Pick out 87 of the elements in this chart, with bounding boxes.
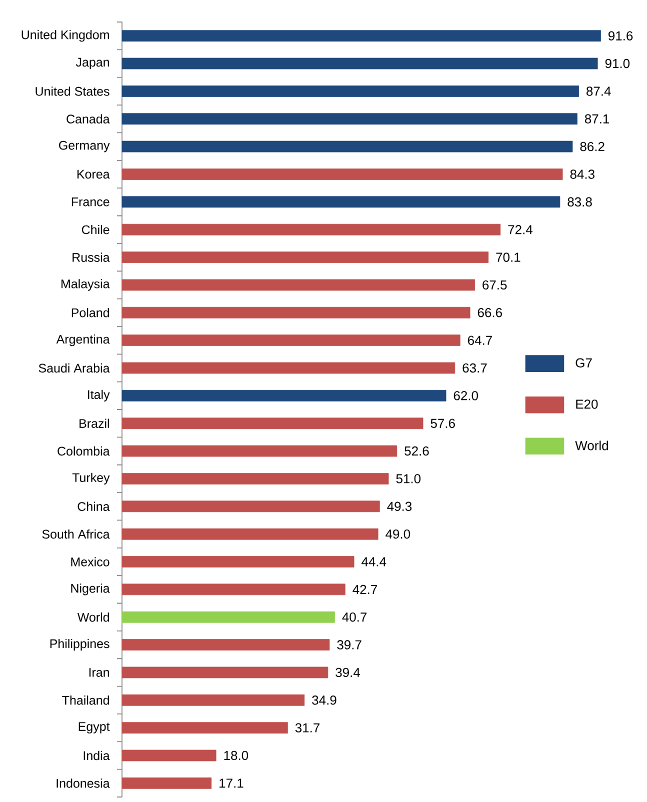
data-label: 40.7 — [342, 612, 367, 622]
data-label: 49.3 — [387, 502, 412, 511]
y-tick-label: Argentina — [56, 334, 110, 346]
data-label: 18.0 — [224, 750, 248, 760]
data-label: 51.0 — [396, 474, 421, 484]
y-tick-label: Poland — [72, 308, 109, 318]
bar — [122, 390, 446, 402]
data-label: 17.1 — [220, 778, 244, 788]
data-label: 39.7 — [337, 640, 362, 650]
bar — [122, 722, 288, 734]
bar — [122, 418, 424, 430]
y-tick-label: Egypt — [78, 722, 110, 734]
legend-label: E20 — [576, 400, 598, 409]
data-label: 62.0 — [454, 391, 478, 400]
y-tick-label: Malaysia — [62, 279, 110, 291]
y-tick-label: France — [72, 198, 110, 206]
bar — [122, 334, 460, 346]
bar — [122, 196, 560, 208]
y-tick-label: World — [77, 612, 109, 622]
bar — [122, 113, 578, 125]
y-tick-label: United Kingdom — [22, 30, 109, 42]
y-tick-label: United States — [36, 86, 110, 96]
bar — [122, 30, 601, 42]
data-label: 52.6 — [404, 446, 429, 456]
data-label: 63.7 — [462, 363, 487, 373]
data-label: 91.6 — [608, 31, 633, 40]
bar — [122, 473, 389, 484]
y-tick-label: Brazil — [80, 418, 109, 428]
data-label: 64.7 — [468, 336, 492, 345]
y-tick-label: Mexico — [71, 557, 110, 566]
data-label: 86.2 — [580, 142, 604, 152]
legend-label: World — [575, 440, 608, 450]
bar — [122, 445, 398, 457]
legend-label: G7 — [576, 358, 592, 368]
y-tick-label: Philippines — [50, 638, 110, 651]
y-tick-label: Italy — [88, 390, 110, 402]
y-tick-label: Korea — [77, 170, 110, 179]
bar — [122, 666, 328, 678]
bar — [122, 306, 470, 318]
y-tick-label: Turkey — [72, 472, 110, 485]
y-tick-label: Japan — [76, 58, 109, 70]
data-label: 67.5 — [482, 280, 507, 290]
data-label: 66.6 — [478, 308, 502, 318]
data-label: 72.4 — [508, 225, 532, 234]
data-label: 39.4 — [336, 668, 360, 678]
bar — [122, 86, 579, 97]
bar — [122, 611, 335, 623]
bar — [122, 252, 489, 263]
y-tick-label: Colombia — [58, 446, 110, 456]
data-label: 57.6 — [430, 418, 455, 428]
bar — [122, 140, 573, 152]
y-tick-label: Nigeria — [71, 584, 110, 596]
bar — [122, 750, 216, 762]
y-tick-label: South Africa — [42, 529, 110, 539]
bar — [122, 777, 212, 789]
data-label: 87.4 — [586, 86, 611, 96]
data-label: 87.1 — [584, 114, 610, 124]
data-label: 70.1 — [496, 252, 520, 262]
data-label: 44.4 — [362, 557, 386, 566]
bar — [122, 224, 501, 236]
y-tick-label: Russia — [72, 252, 110, 262]
y-tick-label: Thailand — [62, 696, 109, 705]
data-label: 31.7 — [295, 723, 320, 732]
data-label: 42.7 — [352, 584, 377, 594]
y-tick-label: Indonesia — [56, 778, 110, 788]
bar — [122, 639, 330, 650]
data-label: 84.3 — [570, 170, 594, 179]
bar — [122, 279, 475, 291]
y-tick-label: Saudi Arabia — [38, 363, 110, 373]
bar — [122, 556, 354, 568]
bar — [122, 694, 305, 706]
y-tick-label: India — [84, 750, 110, 760]
bar — [122, 584, 346, 596]
y-tick-label: Germany — [59, 140, 110, 152]
data-label: 91.0 — [605, 58, 630, 68]
bar — [122, 362, 456, 374]
bar — [122, 58, 598, 70]
y-tick-label: Iran — [89, 668, 109, 677]
y-tick-label: Chile — [82, 225, 110, 234]
data-label: 49.0 — [386, 529, 410, 539]
data-label: 83.8 — [568, 197, 592, 207]
data-label: 34.9 — [312, 696, 336, 705]
bar — [122, 168, 563, 180]
bar — [122, 528, 378, 540]
y-tick-label: China — [78, 502, 110, 511]
bar — [122, 500, 380, 512]
y-tick-label: Canada — [66, 114, 110, 124]
